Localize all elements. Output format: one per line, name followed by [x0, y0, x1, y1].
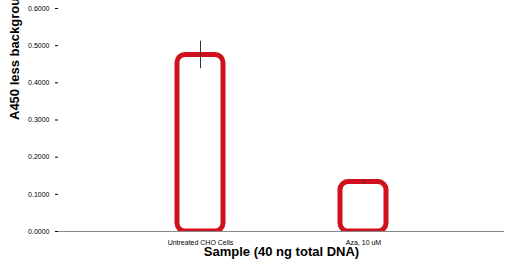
svg-text:0.3000: 0.3000: [28, 116, 50, 123]
svg-text:Untreated CHO Cells: Untreated CHO Cells: [167, 239, 234, 247]
svg-text:A450 less background: A450 less background: [7, 0, 22, 120]
svg-text:0.1000: 0.1000: [28, 191, 50, 198]
svg-text:0.4000: 0.4000: [28, 79, 50, 86]
svg-text:Sample (40 ng total DNA): Sample (40 ng total DNA): [204, 244, 359, 259]
svg-text:0.6000: 0.6000: [28, 5, 50, 12]
svg-text:0.0000: 0.0000: [28, 228, 50, 235]
svg-text:Aza, 10 uM: Aza, 10 uM: [345, 239, 382, 247]
svg-text:0.2000: 0.2000: [28, 153, 50, 160]
svg-text:0.5000: 0.5000: [28, 42, 50, 49]
